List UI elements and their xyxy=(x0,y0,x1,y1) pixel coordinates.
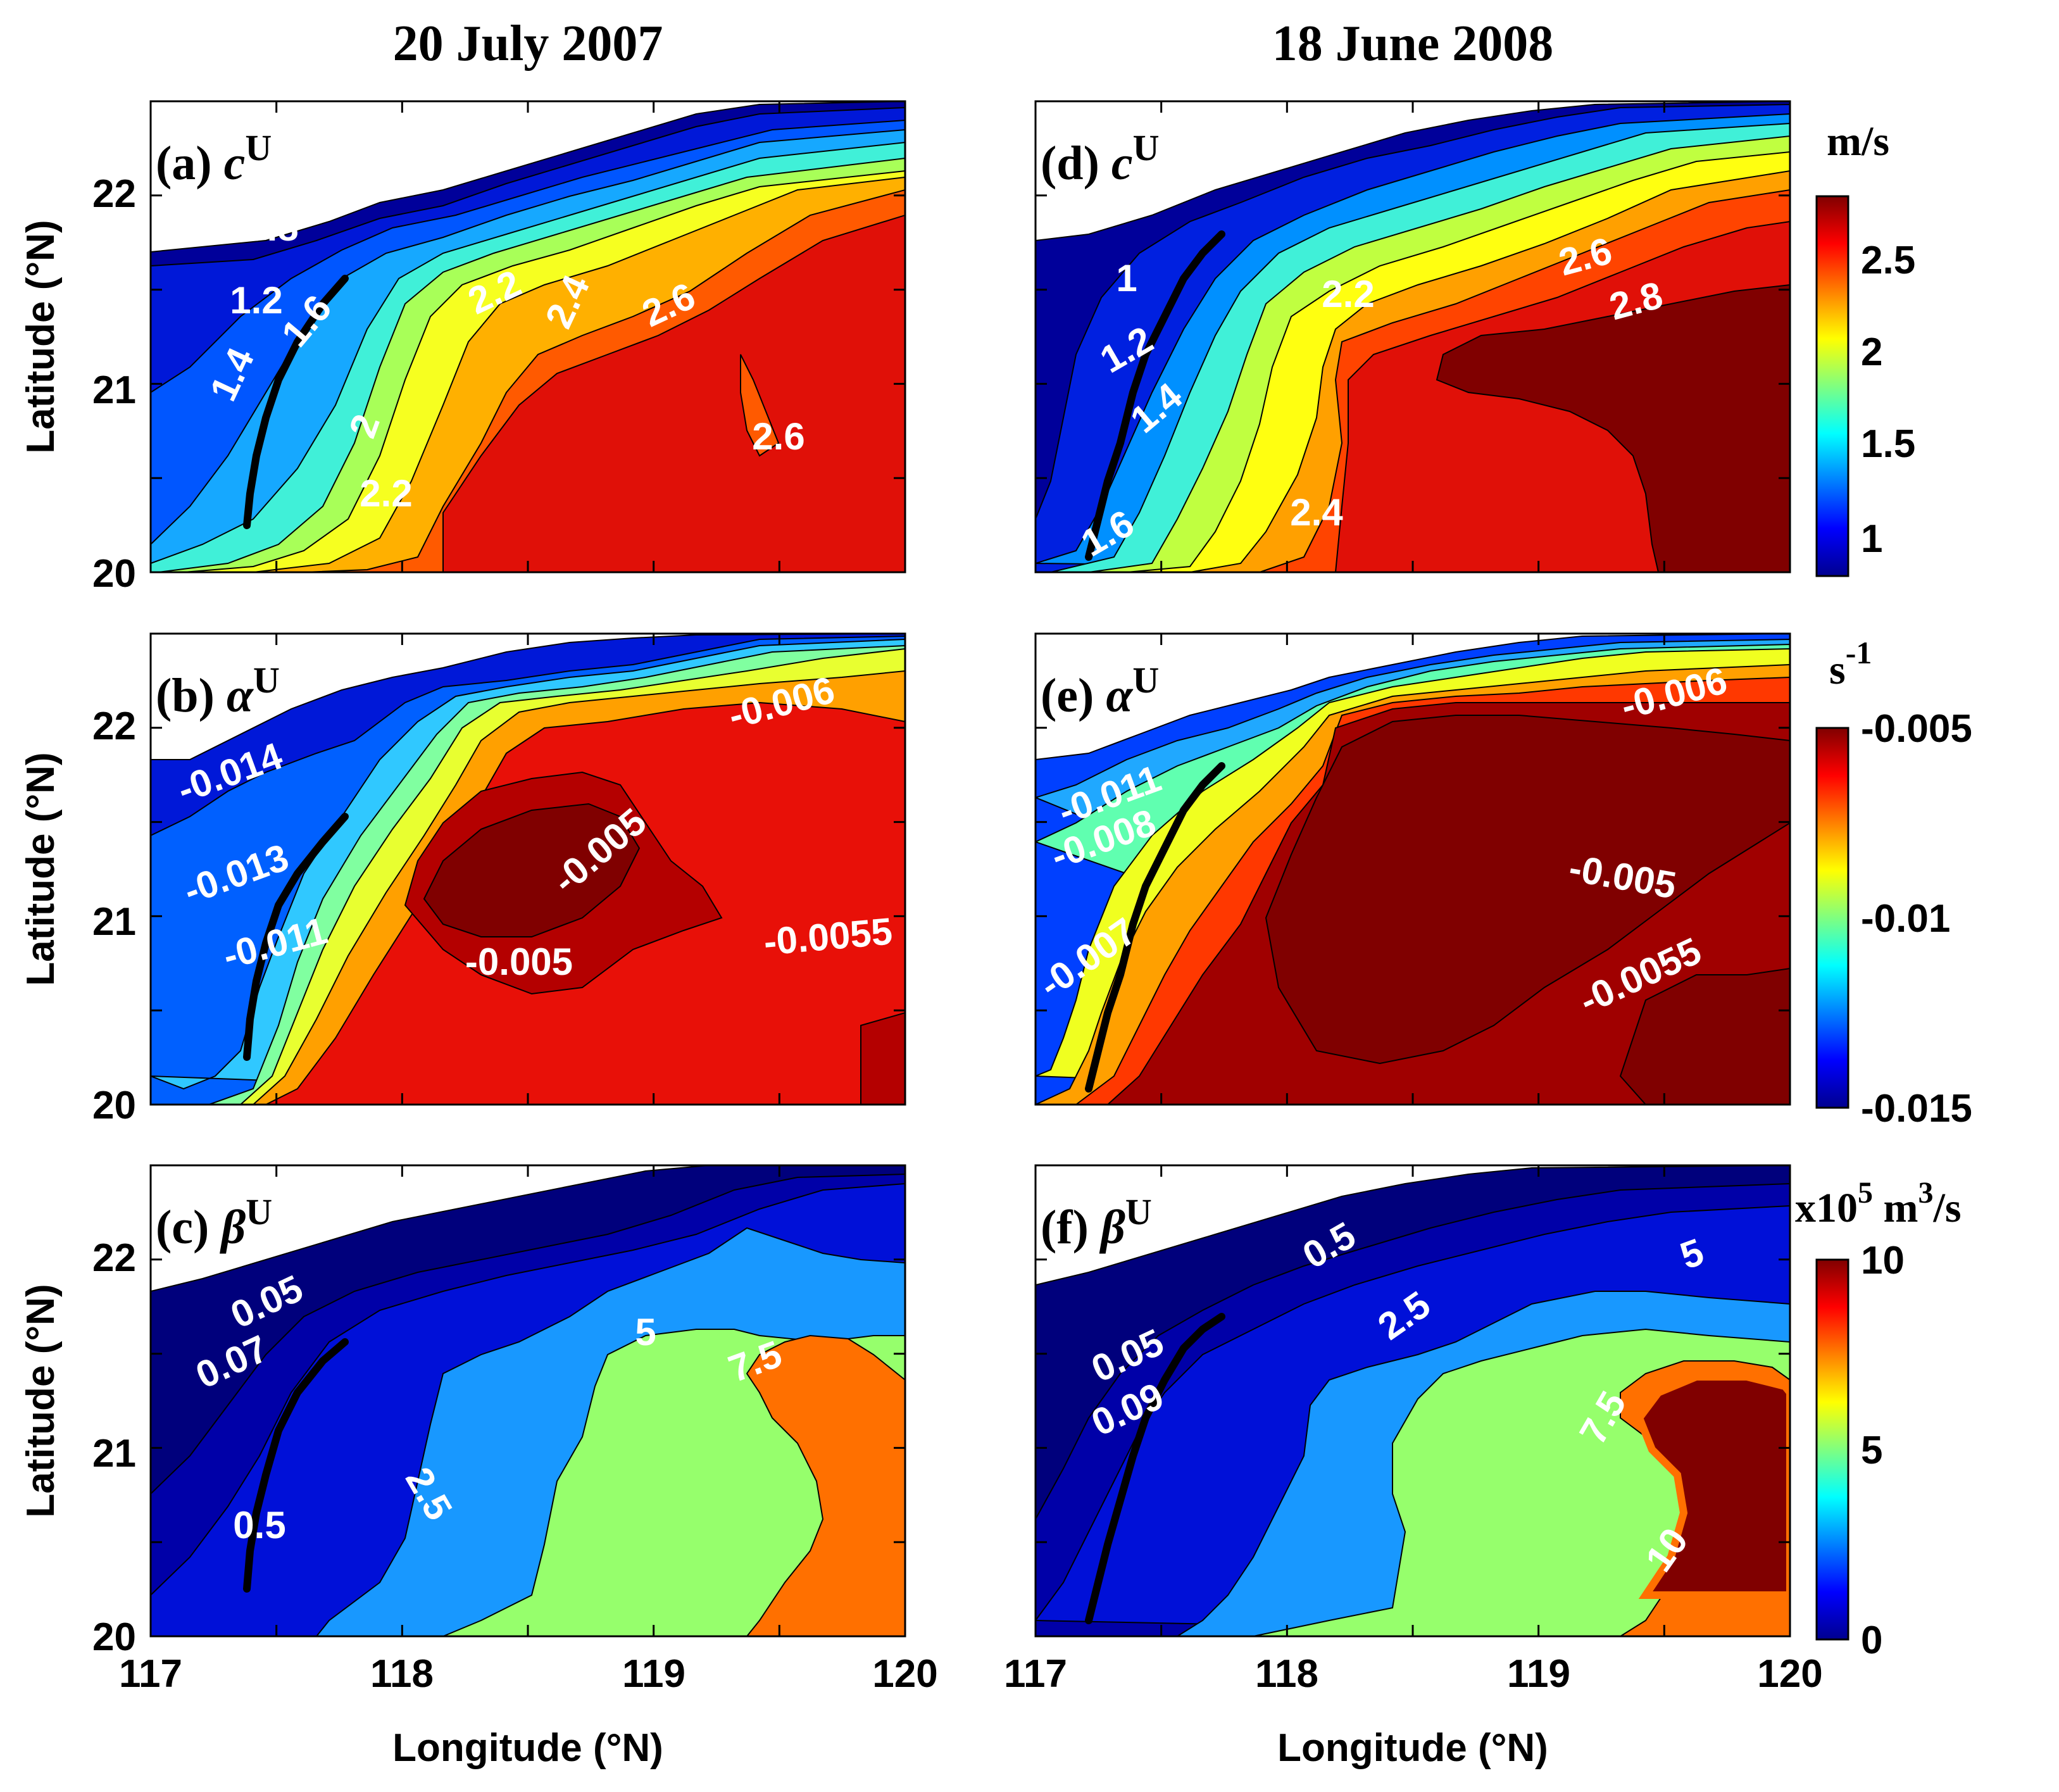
xtick-labels: 117 118 119 120 117 118 119 120 xyxy=(119,1652,1823,1696)
xlabel-left: Longitude (°N) xyxy=(392,1726,663,1770)
ytick-labels: 22 21 20 22 21 20 22 21 20 xyxy=(92,172,136,1659)
panel-f-label: (f) βU xyxy=(1041,1191,1152,1254)
panel-e xyxy=(1036,634,1790,1105)
axis-ticks xyxy=(149,101,1791,1638)
panel-c-label: (c) βU xyxy=(156,1191,272,1254)
panel-e-label: (e) αU xyxy=(1041,660,1159,722)
region-a-l10 xyxy=(442,214,905,572)
trackline-c xyxy=(243,1338,349,1593)
xtick-left-117: 117 xyxy=(119,1652,182,1696)
colorbar-1 xyxy=(1815,195,1849,577)
panel-b xyxy=(151,634,905,1105)
xtick-right-119: 119 xyxy=(1507,1652,1570,1696)
trackline-b xyxy=(243,813,349,1061)
ytick-b-22: 22 xyxy=(92,705,136,748)
ytick-c-22: 22 xyxy=(92,1236,136,1280)
region-d-l10 xyxy=(1436,284,1790,572)
column-title-right: 18 June 2008 xyxy=(1272,16,1554,72)
column-title-left: 20 July 2007 xyxy=(393,16,663,72)
clabel-c-4: 5 xyxy=(635,1311,656,1353)
colorbar-2-ticks: -0.005 -0.01 -0.015 xyxy=(1861,707,1972,1131)
colorbar-3-unit: x105 m3/s xyxy=(1795,1176,1962,1231)
ylabel-b: Latitude (°N) xyxy=(19,752,63,986)
clabel-a-9: 2.6 xyxy=(752,415,804,458)
panel-a xyxy=(151,101,905,572)
panel-b-label: (b) αU xyxy=(156,660,280,722)
panel-d-label: (d) cU xyxy=(1041,127,1160,190)
clabel-a-5: 2.2 xyxy=(360,472,412,515)
ylabel-c: Latitude (°N) xyxy=(19,1284,63,1517)
xtick-right-118: 118 xyxy=(1255,1652,1318,1696)
cb2-tick-2: -0.015 xyxy=(1861,1087,1972,1131)
colorbar-1-unit: m/s xyxy=(1827,118,1889,165)
cb1-tick-0: 2.5 xyxy=(1861,239,1915,282)
region-e-l8 xyxy=(1265,715,1790,1065)
colorbar-2 xyxy=(1815,727,1849,1109)
clabel-d-5: 2.4 xyxy=(1290,491,1343,534)
panel-a-label: (a) cU xyxy=(156,127,272,190)
cb3-tick-1: 5 xyxy=(1861,1429,1882,1472)
cb3-tick-2: 0 xyxy=(1861,1619,1882,1662)
cb1-tick-2: 1.5 xyxy=(1861,422,1915,466)
clabel-a-0: 0.8 xyxy=(246,206,298,249)
clabel-c-2: 0.5 xyxy=(233,1504,285,1546)
ytick-a-22: 22 xyxy=(92,172,136,216)
cb1-tick-1: 2 xyxy=(1861,330,1882,374)
region-f-l7 xyxy=(1635,1373,1790,1599)
xlabel-right: Longitude (°N) xyxy=(1277,1726,1548,1770)
ytick-a-21: 21 xyxy=(92,368,136,412)
trackline-d xyxy=(1085,230,1225,561)
ytick-c-21: 21 xyxy=(92,1432,136,1476)
cb2-tick-1: -0.01 xyxy=(1861,897,1950,941)
xtick-right-120: 120 xyxy=(1757,1652,1822,1696)
trackline-f xyxy=(1085,1313,1225,1624)
xtick-left-118: 118 xyxy=(370,1652,434,1696)
clabel-a-1: 1.2 xyxy=(230,279,282,322)
colorbar-1-ticks: 2.5 2 1.5 1 xyxy=(1861,239,1915,561)
trackline-a xyxy=(243,275,349,529)
colorbar-2-unit: s-1 xyxy=(1829,635,1872,693)
xtick-right-117: 117 xyxy=(1004,1652,1067,1696)
panel-f xyxy=(1036,1165,1790,1636)
contour-labels-e: -0.011 -0.008 -0.007 -0.006 -0.005 -0.00… xyxy=(1031,659,1731,1022)
xtick-left-120: 120 xyxy=(872,1652,937,1696)
colorbar-3-ticks: 10 5 0 xyxy=(1861,1239,1905,1662)
cb3-tick-0: 10 xyxy=(1861,1239,1905,1282)
region-c-l6 xyxy=(746,1334,905,1636)
cb2-tick-0: -0.005 xyxy=(1861,707,1972,751)
region-b-l10 xyxy=(860,1012,905,1105)
region-e-l9 xyxy=(1619,967,1790,1105)
ytick-a-20: 20 xyxy=(92,552,136,596)
xtick-left-119: 119 xyxy=(622,1652,685,1696)
clabel-b-4: -0.005 xyxy=(465,941,573,983)
panel-c xyxy=(151,1165,905,1636)
panel-d xyxy=(1036,101,1790,572)
ytick-b-20: 20 xyxy=(92,1084,136,1127)
clabel-d-4: 2.2 xyxy=(1322,273,1374,315)
clabel-d-0: 1 xyxy=(1116,257,1137,299)
ytick-b-21: 21 xyxy=(92,900,136,944)
region-a-island xyxy=(740,354,780,457)
trackline-e xyxy=(1085,762,1225,1093)
ylabel-a: Latitude (°N) xyxy=(19,220,63,453)
colorbar-3 xyxy=(1815,1258,1849,1641)
ytick-c-20: 20 xyxy=(92,1615,136,1659)
region-b-l9 xyxy=(423,803,641,937)
cb1-tick-3: 1 xyxy=(1861,517,1882,561)
